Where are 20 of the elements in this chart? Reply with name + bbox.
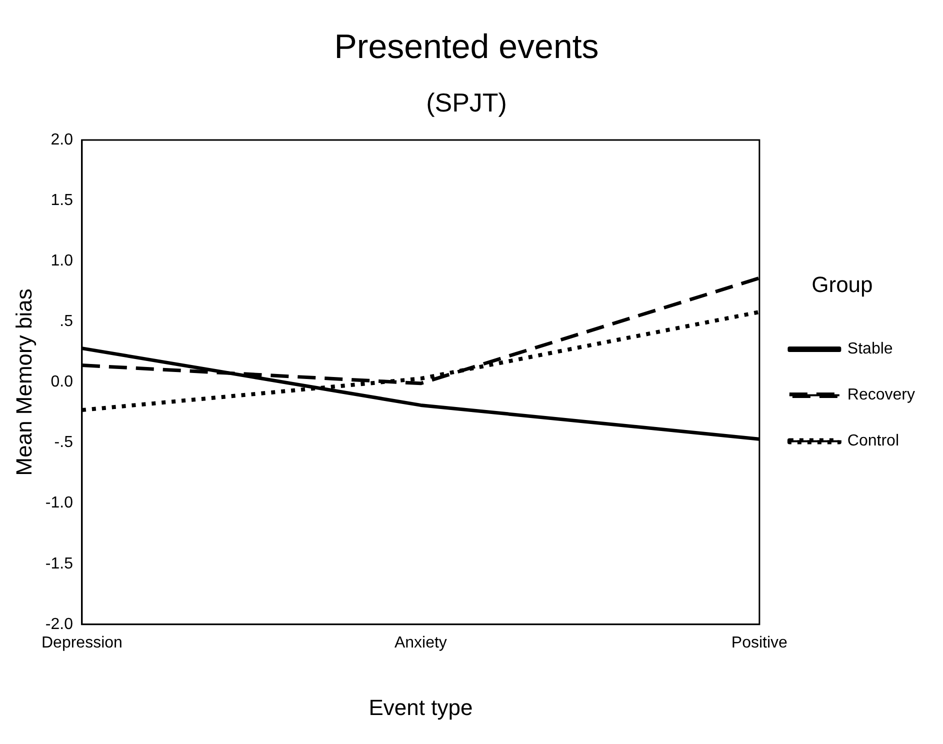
chart-title: Presented events bbox=[334, 28, 599, 66]
y-tick-label: 2.0 bbox=[50, 131, 74, 148]
x-tick-label: Positive bbox=[731, 634, 788, 652]
x-axis-title: Event type bbox=[368, 694, 473, 720]
legend-label: Control bbox=[847, 432, 899, 450]
x-tick-label: Depression bbox=[42, 634, 122, 652]
y-tick-label: .5 bbox=[60, 313, 74, 330]
chart-subtitle: (SPJT) bbox=[426, 88, 507, 118]
y-tick-label: 1.0 bbox=[50, 252, 74, 270]
y-tick-label: -1.0 bbox=[45, 494, 74, 512]
y-tick-label: 0.0 bbox=[50, 374, 74, 391]
y-tick-label: -.5 bbox=[54, 434, 74, 452]
legend-label: Recovery bbox=[847, 386, 915, 404]
legend-title: Group bbox=[812, 272, 873, 297]
y-axis-title: Mean Memory bias bbox=[11, 288, 36, 476]
y-tick-label: -2.0 bbox=[45, 616, 74, 633]
legend-label: Stable bbox=[847, 340, 893, 358]
y-tick-label: -1.5 bbox=[45, 555, 74, 572]
x-tick-label: Anxiety bbox=[394, 634, 447, 652]
y-tick-label: 1.5 bbox=[50, 192, 74, 209]
